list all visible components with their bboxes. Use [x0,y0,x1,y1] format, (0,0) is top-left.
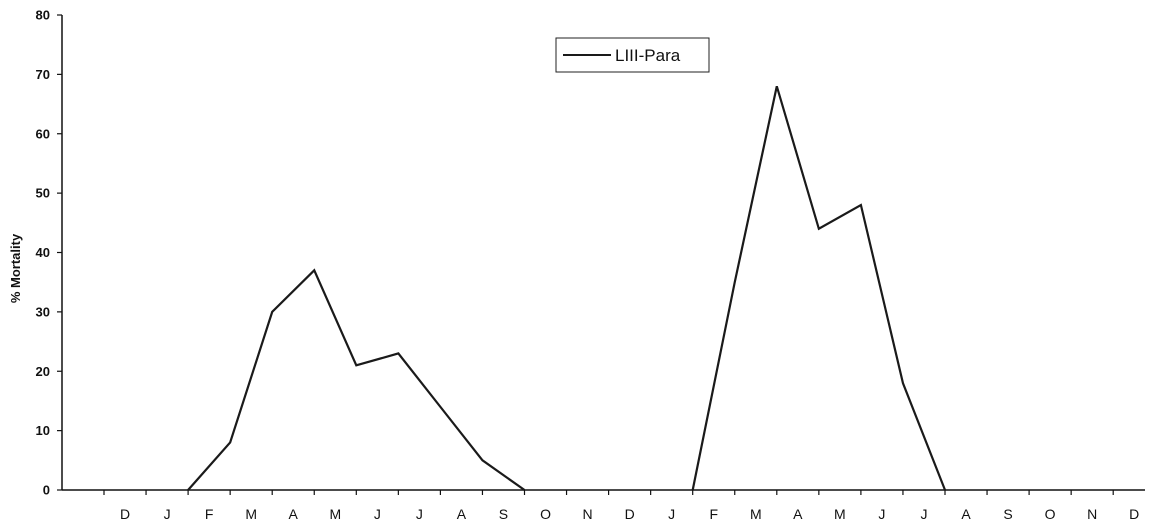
x-tick-label: M [245,506,257,522]
legend: LIII-Para [555,37,710,73]
x-tick-label: J [374,506,381,522]
y-tick-label: 40 [36,245,50,260]
x-tick-label: J [668,506,675,522]
x-tick-label: M [329,506,341,522]
x-tick-label: M [834,506,846,522]
y-tick-label: 50 [36,186,50,201]
y-tick-label: 80 [36,8,50,23]
y-tick-label: 70 [36,67,50,82]
y-tick-label: 0 [43,483,50,498]
x-tick-label: N [583,506,593,522]
x-tick-label: S [1003,506,1012,522]
x-tick-label: N [1087,506,1097,522]
y-axis-label: % Mortality [8,233,23,303]
x-tick-label: M [750,506,762,522]
x-tick-label: A [457,506,467,522]
x-tick-label: A [289,506,299,522]
x-tick-label: J [416,506,423,522]
x-tick-label: A [961,506,971,522]
x-tick-label: S [499,506,508,522]
y-tick-label: 60 [36,126,50,141]
x-tick-label: J [164,506,171,522]
x-tick-label: J [920,506,927,522]
x-tick-label: D [1129,506,1139,522]
x-tick-label: F [709,506,718,522]
y-tick-label: 30 [36,304,50,319]
y-ticks: 0 10 20 30 40 50 60 70 80 [36,8,62,498]
x-tick-label: D [625,506,635,522]
series-line [187,268,526,491]
y-tick-label: 10 [36,423,50,438]
y-tick-label: 20 [36,364,50,379]
axes [61,15,1145,491]
x-tick-label: O [1045,506,1056,522]
x-tick-label: D [120,506,130,522]
x-tick-label: A [793,506,803,522]
x-tick-label: O [540,506,551,522]
x-tick-label: J [878,506,885,522]
x-tick-label: F [205,506,214,522]
series-line [691,85,947,491]
series-layer [187,85,947,491]
legend-label: LIII-Para [615,46,681,65]
